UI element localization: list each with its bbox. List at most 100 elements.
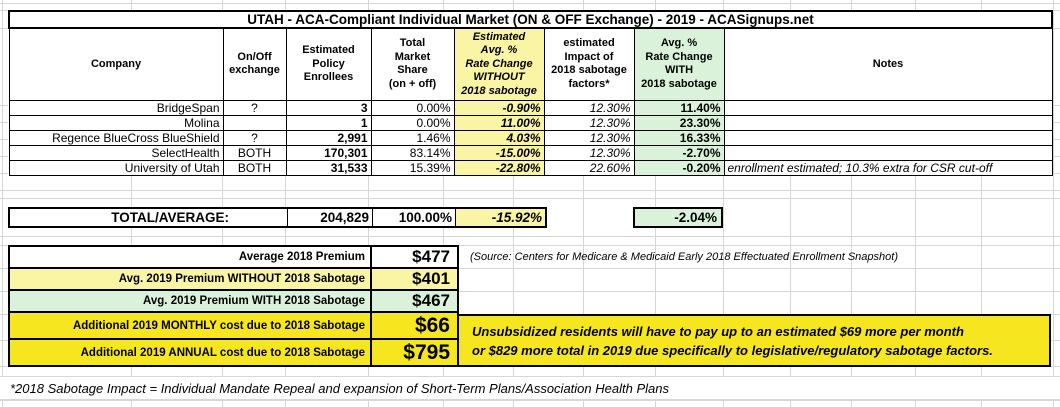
impact-cell[interactable]: 12.30%: [543, 114, 635, 131]
summary-row: Avg. 2019 Premium WITHOUT 2018 Sabotage …: [8, 267, 459, 291]
impact-cell[interactable]: 12.30%: [543, 144, 635, 161]
company-cell[interactable]: Regence BlueCross BlueShield: [8, 129, 224, 146]
sheet-title[interactable]: UTAH - ACA-Compliant Individual Market (…: [7, 10, 1054, 29]
company-cell[interactable]: Molina: [8, 114, 224, 131]
total-row: TOTAL/AVERAGE: 204,829 100.00% -15.92%: [8, 207, 547, 228]
exchange-cell[interactable]: ?: [222, 129, 287, 146]
gridline: [2, 0, 3, 407]
summary-row: Avg. 2019 Premium WITH 2018 Sabotage $46…: [8, 289, 459, 313]
footnote-row[interactable]: *2018 Sabotage Impact = Individual Manda…: [0, 376, 1060, 400]
exchange-cell[interactable]: ?: [222, 99, 287, 116]
gridline: [723, 0, 724, 407]
rate-with-cell[interactable]: -0.20%: [633, 159, 725, 176]
gridline: [0, 400, 1060, 401]
impact-cell[interactable]: 12.30%: [543, 129, 635, 146]
col-header-rate-without-sabotage[interactable]: Estimated Avg. % Rate Change WITHOUT 201…: [453, 27, 545, 101]
sabotage-footnote: *2018 Sabotage Impact = Individual Manda…: [10, 380, 669, 396]
summary-row: Average 2018 Premium $477: [8, 245, 459, 269]
sabotage-warning-callout[interactable]: Unsubsidized residents will have to pay …: [457, 314, 1051, 367]
total-rate-with-cell[interactable]: -2.04%: [633, 207, 723, 228]
premium-with-sabotage-label[interactable]: Avg. 2019 Premium WITH 2018 Sabotage: [10, 291, 370, 311]
gridline: [981, 0, 982, 407]
gridline: [0, 190, 1060, 191]
notes-cell[interactable]: [723, 144, 1053, 161]
gridline: [0, 291, 1060, 292]
gridline: [0, 198, 1060, 199]
notes-cell[interactable]: enrollment estimated; 10.3% extra for CS…: [723, 159, 1053, 176]
gridline: [790, 0, 791, 407]
enrollees-cell[interactable]: 170,301: [285, 144, 372, 161]
summary-row: Additional 2019 MONTHLY cost due to 2018…: [8, 311, 459, 340]
market-share-cell[interactable]: 0.00%: [370, 99, 455, 116]
gridline: [443, 0, 444, 407]
rate-with-cell[interactable]: 11.40%: [633, 99, 725, 116]
total-market-share-cell[interactable]: 100.00%: [372, 209, 455, 226]
notes-cell[interactable]: [723, 129, 1053, 146]
market-share-cell[interactable]: 15.39%: [370, 159, 455, 176]
gridline: [0, 268, 1060, 269]
rate-with-cell[interactable]: -2.70%: [633, 144, 725, 161]
market-share-cell[interactable]: 83.14%: [370, 144, 455, 161]
col-header-notes[interactable]: Notes: [723, 27, 1053, 101]
rate-without-cell[interactable]: -0.90%: [453, 99, 545, 116]
avg-2018-premium-value[interactable]: $477: [370, 247, 457, 267]
monthly-cost-label[interactable]: Additional 2019 MONTHLY cost due to 2018…: [10, 313, 370, 338]
gridline: [915, 0, 916, 407]
annual-cost-label[interactable]: Additional 2019 ANNUAL cost due to 2018 …: [10, 340, 370, 365]
col-header-sabotage-impact[interactable]: estimated Impact of 2018 sabotage factor…: [543, 27, 635, 101]
premium-without-sabotage-label[interactable]: Avg. 2019 Premium WITHOUT 2018 Sabotage: [10, 269, 370, 289]
table-row: Molina 1 0.00% 11.00% 12.30% 23.30%: [8, 114, 1053, 131]
rate-with-cell[interactable]: 23.30%: [633, 114, 725, 131]
monthly-cost-value[interactable]: $66: [370, 313, 457, 338]
notes-cell[interactable]: [723, 114, 1053, 131]
avg-2018-premium-label[interactable]: Average 2018 Premium: [238, 251, 365, 263]
exchange-cell[interactable]: BOTH: [222, 144, 287, 161]
total-rate-without-cell[interactable]: -15.92%: [455, 209, 545, 226]
exchange-cell[interactable]: BOTH: [222, 159, 287, 176]
market-share-cell[interactable]: 0.00%: [370, 114, 455, 131]
rate-without-cell[interactable]: 4.03%: [453, 129, 545, 146]
warning-line-2: or $829 more total in 2019 due specifica…: [472, 342, 993, 358]
annual-cost-value[interactable]: $795: [370, 340, 457, 365]
exchange-cell[interactable]: [222, 114, 287, 131]
impact-cell[interactable]: 22.60%: [543, 159, 635, 176]
rate-without-cell[interactable]: -22.80%: [453, 159, 545, 176]
total-label-cell[interactable]: TOTAL/AVERAGE:: [111, 209, 229, 225]
rate-without-cell[interactable]: 11.00%: [453, 114, 545, 131]
gridline: [0, 245, 1060, 246]
premium-summary: Average 2018 Premium $477 Avg. 2019 Prem…: [8, 245, 459, 367]
company-cell[interactable]: SelectHealth: [8, 144, 224, 161]
impact-cell[interactable]: 12.30%: [543, 99, 635, 116]
rate-without-cell[interactable]: -15.00%: [453, 144, 545, 161]
enrollees-cell[interactable]: 31,533: [285, 159, 372, 176]
company-cell[interactable]: BridgeSpan: [8, 99, 224, 116]
market-table: UTAH - ACA-Compliant Individual Market (…: [7, 10, 1054, 176]
premium-without-sabotage-value[interactable]: $401: [370, 269, 457, 289]
col-header-exchange[interactable]: On/Off exchange: [222, 27, 287, 101]
summary-row: Additional 2019 ANNUAL cost due to 2018 …: [8, 338, 459, 367]
source-note[interactable]: (Source: Centers for Medicare & Medicaid…: [470, 251, 898, 263]
gridline: [513, 0, 514, 407]
table-row: SelectHealth BOTH 170,301 83.14% -15.00%…: [8, 144, 1053, 161]
col-header-market-share[interactable]: Total Market Share (on + off): [370, 27, 455, 101]
gridline: [1053, 0, 1054, 407]
gridline: [851, 0, 852, 407]
company-cell[interactable]: University of Utah: [8, 159, 224, 176]
enrollees-cell[interactable]: 2,991: [285, 129, 372, 146]
market-share-cell[interactable]: 1.46%: [370, 129, 455, 146]
table-row: Regence BlueCross BlueShield ? 2,991 1.4…: [8, 129, 1053, 146]
total-enrollees-cell[interactable]: 204,829: [287, 209, 372, 226]
col-header-enrollees[interactable]: Estimated Policy Enrollees: [285, 27, 372, 101]
enrollees-cell[interactable]: 3: [285, 99, 372, 116]
col-header-company[interactable]: Company: [8, 27, 224, 101]
enrollees-cell[interactable]: 1: [285, 114, 372, 131]
gridline: [0, 236, 1060, 237]
premium-with-sabotage-value[interactable]: $467: [370, 291, 457, 311]
notes-cell[interactable]: [723, 99, 1053, 116]
table-row: University of Utah BOTH 31,533 15.39% -2…: [8, 159, 1053, 176]
gridline: [285, 0, 286, 407]
rate-with-cell[interactable]: 16.33%: [633, 129, 725, 146]
col-header-rate-with-sabotage[interactable]: Avg. % Rate Change WITH 2018 sabotage: [633, 27, 725, 101]
gridline: [368, 0, 369, 407]
